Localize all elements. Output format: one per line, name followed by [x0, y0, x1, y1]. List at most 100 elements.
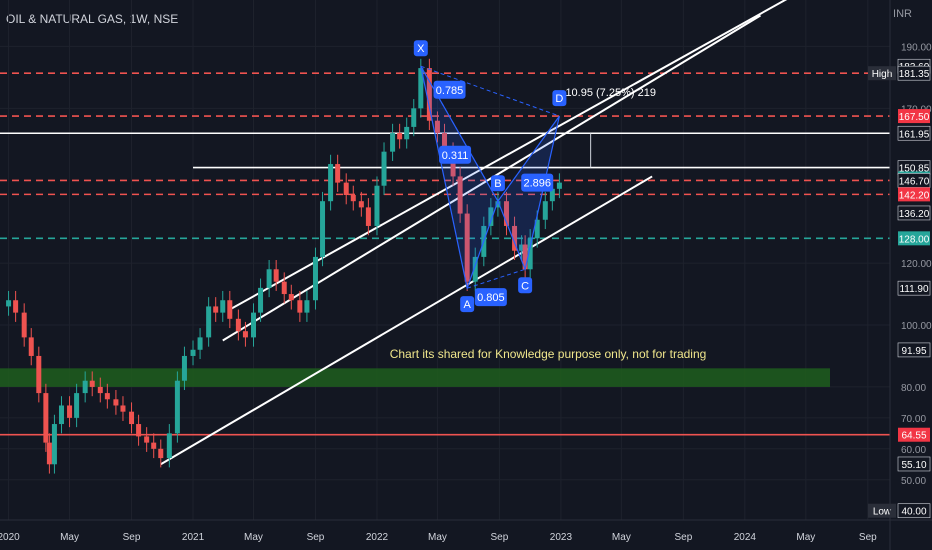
pattern-ratio-line	[420, 65, 560, 117]
price-label-box	[897, 456, 931, 472]
ratio-label: 0.785	[436, 85, 464, 97]
candle	[144, 436, 150, 443]
price-label-box	[898, 109, 930, 124]
candle	[51, 424, 57, 465]
currency-label: INR	[893, 8, 912, 20]
ratio-label-bg	[521, 173, 554, 192]
price-label: 146.70	[899, 176, 930, 187]
pattern-point-label-c: C	[521, 280, 529, 292]
candle	[426, 68, 432, 121]
candle	[512, 225, 518, 251]
pattern-point-label-b: B	[494, 178, 501, 190]
price-tag: High	[872, 69, 893, 80]
y-tick-label: 50.00	[901, 476, 926, 487]
candle	[258, 287, 264, 313]
ratio-label: 0.311	[442, 150, 469, 162]
candle	[404, 126, 410, 140]
candle	[46, 442, 52, 465]
pattern-point-label-d: D	[555, 93, 563, 105]
candle	[151, 442, 157, 449]
pattern-xab	[420, 65, 499, 291]
candle	[104, 393, 110, 400]
x-tick-label: May	[60, 532, 79, 543]
candle	[136, 424, 142, 437]
candle	[220, 300, 226, 313]
candle	[67, 405, 73, 418]
candle	[350, 195, 356, 202]
candle	[441, 133, 447, 152]
x-tick-label: May	[796, 532, 815, 543]
candle	[74, 393, 80, 418]
candle	[129, 411, 135, 425]
candle	[281, 281, 287, 295]
candle	[197, 337, 203, 350]
candle	[158, 448, 164, 459]
x-tick-label: May	[428, 532, 447, 543]
candle	[495, 201, 501, 208]
candle	[250, 312, 256, 338]
price-label-box	[897, 65, 931, 81]
price-label: 111.90	[899, 284, 929, 295]
y-tick-label: 80.00	[901, 383, 926, 394]
candle	[374, 185, 380, 226]
candle	[534, 219, 540, 239]
price-tag-box	[868, 66, 896, 81]
candle	[472, 256, 478, 282]
candle	[97, 386, 103, 394]
price-label-box	[898, 427, 930, 442]
candle	[28, 337, 34, 356]
measure-text: 10.95 (7.25%) 219	[565, 87, 656, 99]
candle	[343, 182, 349, 195]
price-label: 167.50	[899, 112, 930, 123]
candle	[358, 201, 364, 208]
x-tick-label: Sep	[859, 532, 877, 543]
x-tick-label: May	[612, 532, 631, 543]
candle	[519, 244, 525, 251]
pattern-point-b	[490, 175, 505, 192]
candle	[242, 331, 248, 338]
disclaimer-text: Chart its shared for Knowledge purpose o…	[390, 347, 707, 361]
candle	[181, 355, 187, 381]
x-tick-label: 2024	[734, 532, 757, 543]
candle	[418, 68, 424, 109]
candle	[120, 405, 126, 412]
pattern-point-label-x: X	[417, 43, 425, 55]
candle	[113, 399, 119, 406]
price-label: 40.00	[901, 507, 926, 518]
candle	[522, 244, 528, 270]
candle	[503, 201, 509, 226]
candle	[390, 133, 396, 152]
price-label: 64.55	[901, 431, 926, 442]
channel-line	[229, 0, 788, 311]
y-tick-label: 60.00	[901, 445, 926, 456]
pattern-ratio-line	[467, 268, 526, 289]
price-label-box	[897, 503, 931, 519]
candle	[556, 182, 562, 189]
candle	[527, 238, 533, 270]
channel-line	[160, 175, 653, 466]
price-label: 181.35	[899, 69, 930, 80]
candle	[381, 151, 387, 186]
x-tick-label: 2020	[0, 532, 20, 543]
x-tick-label: 2021	[182, 532, 205, 543]
pattern-point-d	[552, 90, 567, 107]
candle	[273, 269, 279, 282]
candle	[464, 213, 470, 282]
x-tick-label: 2022	[366, 532, 389, 543]
price-label: 150.85	[899, 164, 930, 175]
ratio-label: 2.896	[523, 178, 551, 190]
candle	[6, 300, 12, 307]
candle	[488, 207, 494, 226]
candle	[312, 256, 318, 301]
candle	[542, 201, 548, 220]
y-tick-label: 70.00	[901, 414, 926, 425]
candle	[166, 433, 172, 459]
pattern-point-a	[460, 296, 475, 313]
candle	[549, 188, 555, 202]
price-label: 91.95	[901, 346, 926, 357]
price-label: 136.20	[899, 209, 930, 220]
candle	[43, 393, 49, 443]
ratio-label-bg	[433, 80, 466, 99]
candle	[397, 133, 403, 140]
